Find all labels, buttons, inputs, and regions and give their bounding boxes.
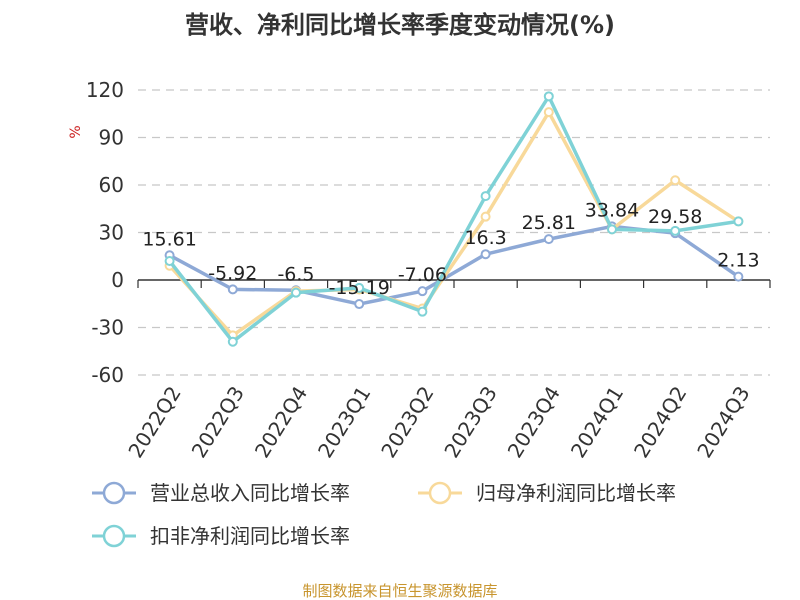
data-point[interactable] — [733, 271, 744, 282]
y-tick-label: 60 — [99, 173, 124, 197]
data-label: 29.58 — [648, 206, 702, 228]
x-tick-label: 2022Q2 — [123, 382, 185, 462]
data-point[interactable] — [354, 282, 365, 293]
data-label: 15.61 — [142, 228, 196, 250]
chart-title: 营收、净利同比增长率季度变动情况(%) — [185, 11, 615, 39]
data-point[interactable] — [733, 216, 744, 227]
data-point[interactable] — [543, 234, 554, 245]
legend-marker — [428, 481, 452, 505]
legend-item[interactable]: 营业总收入同比增长率 — [92, 481, 350, 505]
data-point[interactable] — [227, 284, 238, 295]
legend-marker — [102, 524, 126, 548]
x-tick-label: 2024Q3 — [692, 382, 754, 462]
y-tick-label: 120 — [86, 78, 124, 102]
legend-marker — [102, 481, 126, 505]
x-tick-label: 2023Q2 — [376, 382, 438, 462]
data-label: -15.19 — [329, 277, 390, 299]
legend-label: 归母净利润同比增长率 — [476, 481, 676, 505]
x-tick-label: 2023Q4 — [503, 382, 565, 462]
data-point[interactable] — [543, 91, 554, 102]
data-label: -6.5 — [277, 263, 314, 285]
legend-label: 扣非净利润同比增长率 — [150, 524, 350, 548]
data-point[interactable] — [543, 107, 554, 118]
data-point[interactable] — [227, 336, 238, 347]
y-axis-unit-label: % — [68, 125, 84, 138]
data-point[interactable] — [291, 287, 301, 298]
data-labels: 15.61 -5.92 -6.5 -15.19 -7.06 16.3 25.81 33.84 2… — [142, 199, 759, 299]
data-point[interactable] — [417, 306, 428, 317]
data-label: 33.84 — [585, 199, 639, 221]
data-point[interactable] — [480, 249, 491, 260]
data-point[interactable] — [354, 299, 365, 310]
y-tick-label: 0 — [111, 268, 124, 292]
data-label: 16.3 — [464, 227, 506, 249]
series-line — [168, 94, 739, 344]
series-2 — [164, 91, 744, 347]
x-tick-label: 2024Q2 — [629, 382, 691, 462]
series-line — [168, 110, 740, 338]
y-tick-label: -30 — [91, 316, 124, 340]
data-point[interactable] — [164, 256, 175, 266]
data-point[interactable] — [417, 286, 428, 297]
data-point[interactable] — [670, 175, 681, 186]
x-tick-label: 2022Q4 — [250, 382, 312, 462]
data-point[interactable] — [607, 224, 617, 235]
y-tick-label: 30 — [99, 221, 124, 245]
data-point[interactable] — [480, 211, 491, 222]
y-tick-label: -60 — [91, 363, 124, 387]
y-tick-label: 90 — [99, 126, 124, 150]
legend-item[interactable]: 归母净利润同比增长率 — [418, 481, 676, 505]
data-label: -5.92 — [208, 262, 257, 284]
data-label: 25.81 — [522, 212, 576, 234]
legend-label: 营业总收入同比增长率 — [150, 481, 350, 505]
x-tick-label: 2023Q3 — [439, 382, 501, 462]
series-layer — [164, 91, 744, 347]
source-footer: 制图数据来自恒生聚源数据库 — [302, 582, 497, 600]
data-point[interactable] — [670, 225, 681, 236]
data-label: 2.13 — [717, 250, 759, 272]
x-tick-label: 2024Q1 — [566, 382, 628, 462]
x-tick-label: 2022Q3 — [187, 382, 249, 462]
x-tick-label: 2023Q1 — [313, 382, 375, 462]
data-point[interactable] — [480, 191, 491, 202]
data-label: -7.06 — [398, 264, 447, 286]
legend-item[interactable]: 扣非净利润同比增长率 — [92, 524, 350, 548]
